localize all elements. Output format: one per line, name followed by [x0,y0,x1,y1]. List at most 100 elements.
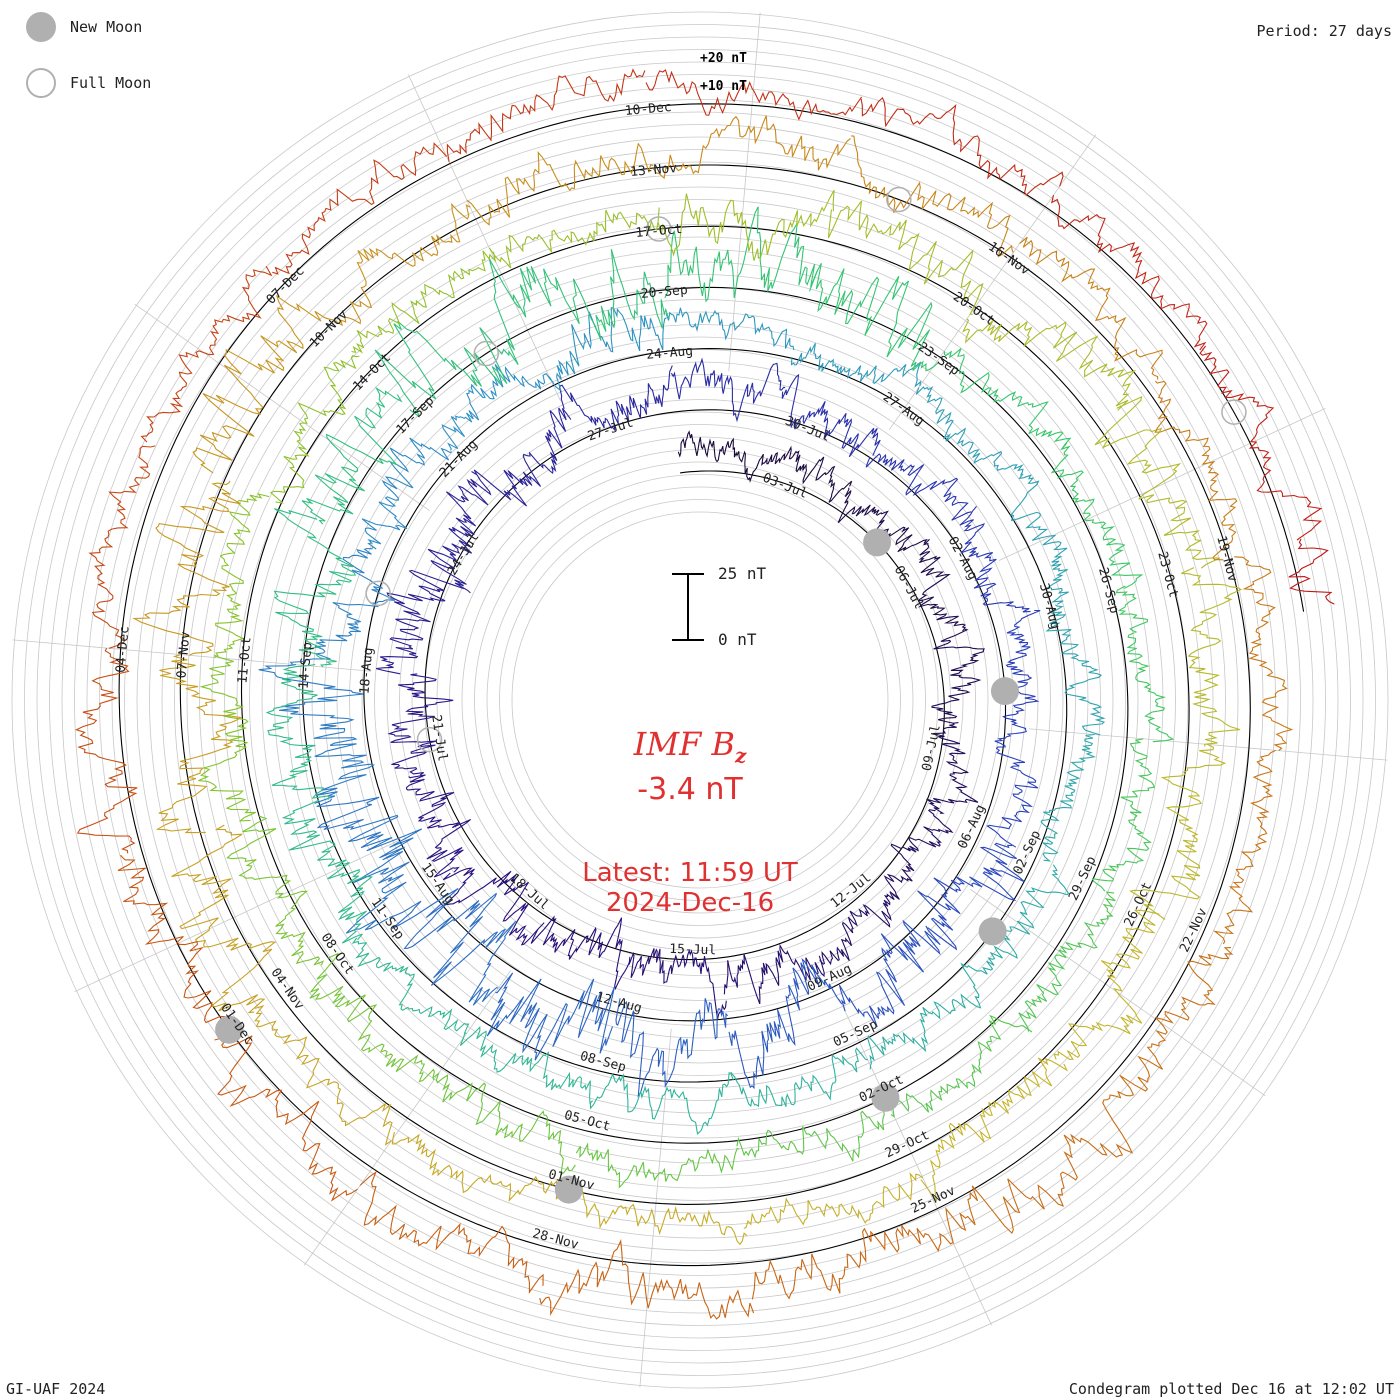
date-label: 06-Aug [955,802,988,851]
reference-tick-label: +20 nT [700,51,747,66]
bz-trace-segment [1212,749,1276,945]
bz-trace-segment [309,952,435,1083]
bz-trace-segment [192,294,322,474]
grid-ring [349,349,1051,1051]
bz-trace-segment [1040,733,1097,862]
bz-trace-segment [723,943,825,1005]
bz-trace-segment [359,1170,544,1294]
grid-ring [499,499,901,901]
latest-time: Latest: 11:59 UT [582,858,798,888]
bz-trace-segment [751,1224,954,1300]
bz-trace-segment [132,480,241,656]
bz-trace-segment [966,864,1070,975]
bz-trace-segment [827,200,984,315]
bz-trace-segment [867,962,982,1070]
full-moon-marker [1221,399,1247,425]
period-label: Period: 27 days [1256,22,1392,40]
bz-trace-segment [1010,473,1069,605]
bz-trace-segment [943,348,1072,450]
bz-trace-segment [589,1072,734,1135]
bz-trace-segment [1154,380,1238,561]
date-label: 15-Jul [669,942,716,958]
grid-ring [124,124,1276,1276]
bz-trace-segment [808,263,940,372]
bz-trace-segment [198,654,257,822]
grid-ring [511,511,889,889]
center-title: IMF Bz [500,725,880,767]
bz-trace-segment [962,318,1137,411]
date-label: 14-Sep [297,641,316,689]
bz-trace-segment [1199,345,1323,541]
bz-trace-segment [459,1026,593,1105]
grid-ring [199,199,1201,1201]
bz-trace-segment [269,355,360,504]
grid-ring [186,186,1214,1214]
bz-trace-segment [945,1102,1134,1244]
date-label: 25-Nov [909,1183,958,1217]
bz-trace-segment [213,493,270,658]
grid-ring [424,424,976,976]
bz-trace-segment [316,796,423,934]
date-label: 13-Nov [630,161,678,180]
bz-trace-segment [986,728,1039,848]
new-moon-marker [990,677,1019,706]
bz-trace-segment [860,96,1064,196]
bz-trace-segment [575,1142,740,1189]
bz-trace-segment [1129,743,1227,920]
bz-trace-segment [442,867,545,946]
bz-trace-segment [486,972,616,1061]
full-moon-icon [26,68,56,98]
bz-trace-segment [391,1131,568,1202]
bz-trace-segment [959,506,1031,613]
moon-markers [215,186,1247,1204]
bz-trace-segment [781,373,881,458]
legend-full-moon-label: Full Moon [70,74,152,92]
bz-trace-segment [446,68,646,162]
bz-trace-segment [226,815,325,966]
date-label: 07-Nov [174,631,193,679]
grid-spoke [839,998,992,1326]
bz-trace-segment [74,647,138,854]
bz-trace-segment [851,135,1014,258]
grid-spoke [888,134,1097,430]
grid-ring [311,311,1089,1089]
bz-trace-segment [466,142,654,226]
bz-trace-segment [361,437,452,550]
bz-trace-segment [254,1005,393,1146]
bz-trace-segment [915,386,1024,476]
quantity-name: IMF B [633,725,735,763]
bz-trace-segment [670,357,786,423]
new-moon-marker [978,917,1007,946]
bz-trace-segment [665,307,795,351]
full-moon-marker [886,186,912,213]
bz-trace-segment [728,957,843,1090]
bz-trace-segment [214,1034,358,1202]
bz-trace-segment [566,1180,748,1246]
date-label: 11-Sep [368,895,407,942]
grid-spoke [12,639,372,672]
bz-trace-segment [743,1171,924,1229]
grid-ring [236,236,1164,1164]
grid-ring [286,286,1114,1114]
bz-trace-segment [539,1239,755,1320]
date-label: 18-Aug [357,647,376,695]
bz-trace-segment [548,307,667,392]
scale-bar-bottom-label: 0 nT [718,630,757,649]
legend-new-moon-label: New Moon [70,18,143,36]
grid-ring [24,24,1376,1376]
legend-full-moon: Full Moon [26,68,151,98]
grid-ring [74,74,1326,1326]
bz-trace-segment [512,249,669,342]
grid-ring [461,461,939,939]
new-moon-icon [26,12,56,42]
bz-trace-segment [1094,395,1220,569]
grid-ring [211,211,1189,1189]
grid-ring [36,36,1364,1364]
bz-trace-segment [920,1057,1069,1202]
bz-trace-segment [559,365,673,432]
bz-trace-segment [736,1100,891,1162]
bz-trace-segment [1091,738,1156,892]
grid-ring [474,474,926,926]
grid-spoke [134,303,430,512]
grid-ring [49,49,1351,1351]
